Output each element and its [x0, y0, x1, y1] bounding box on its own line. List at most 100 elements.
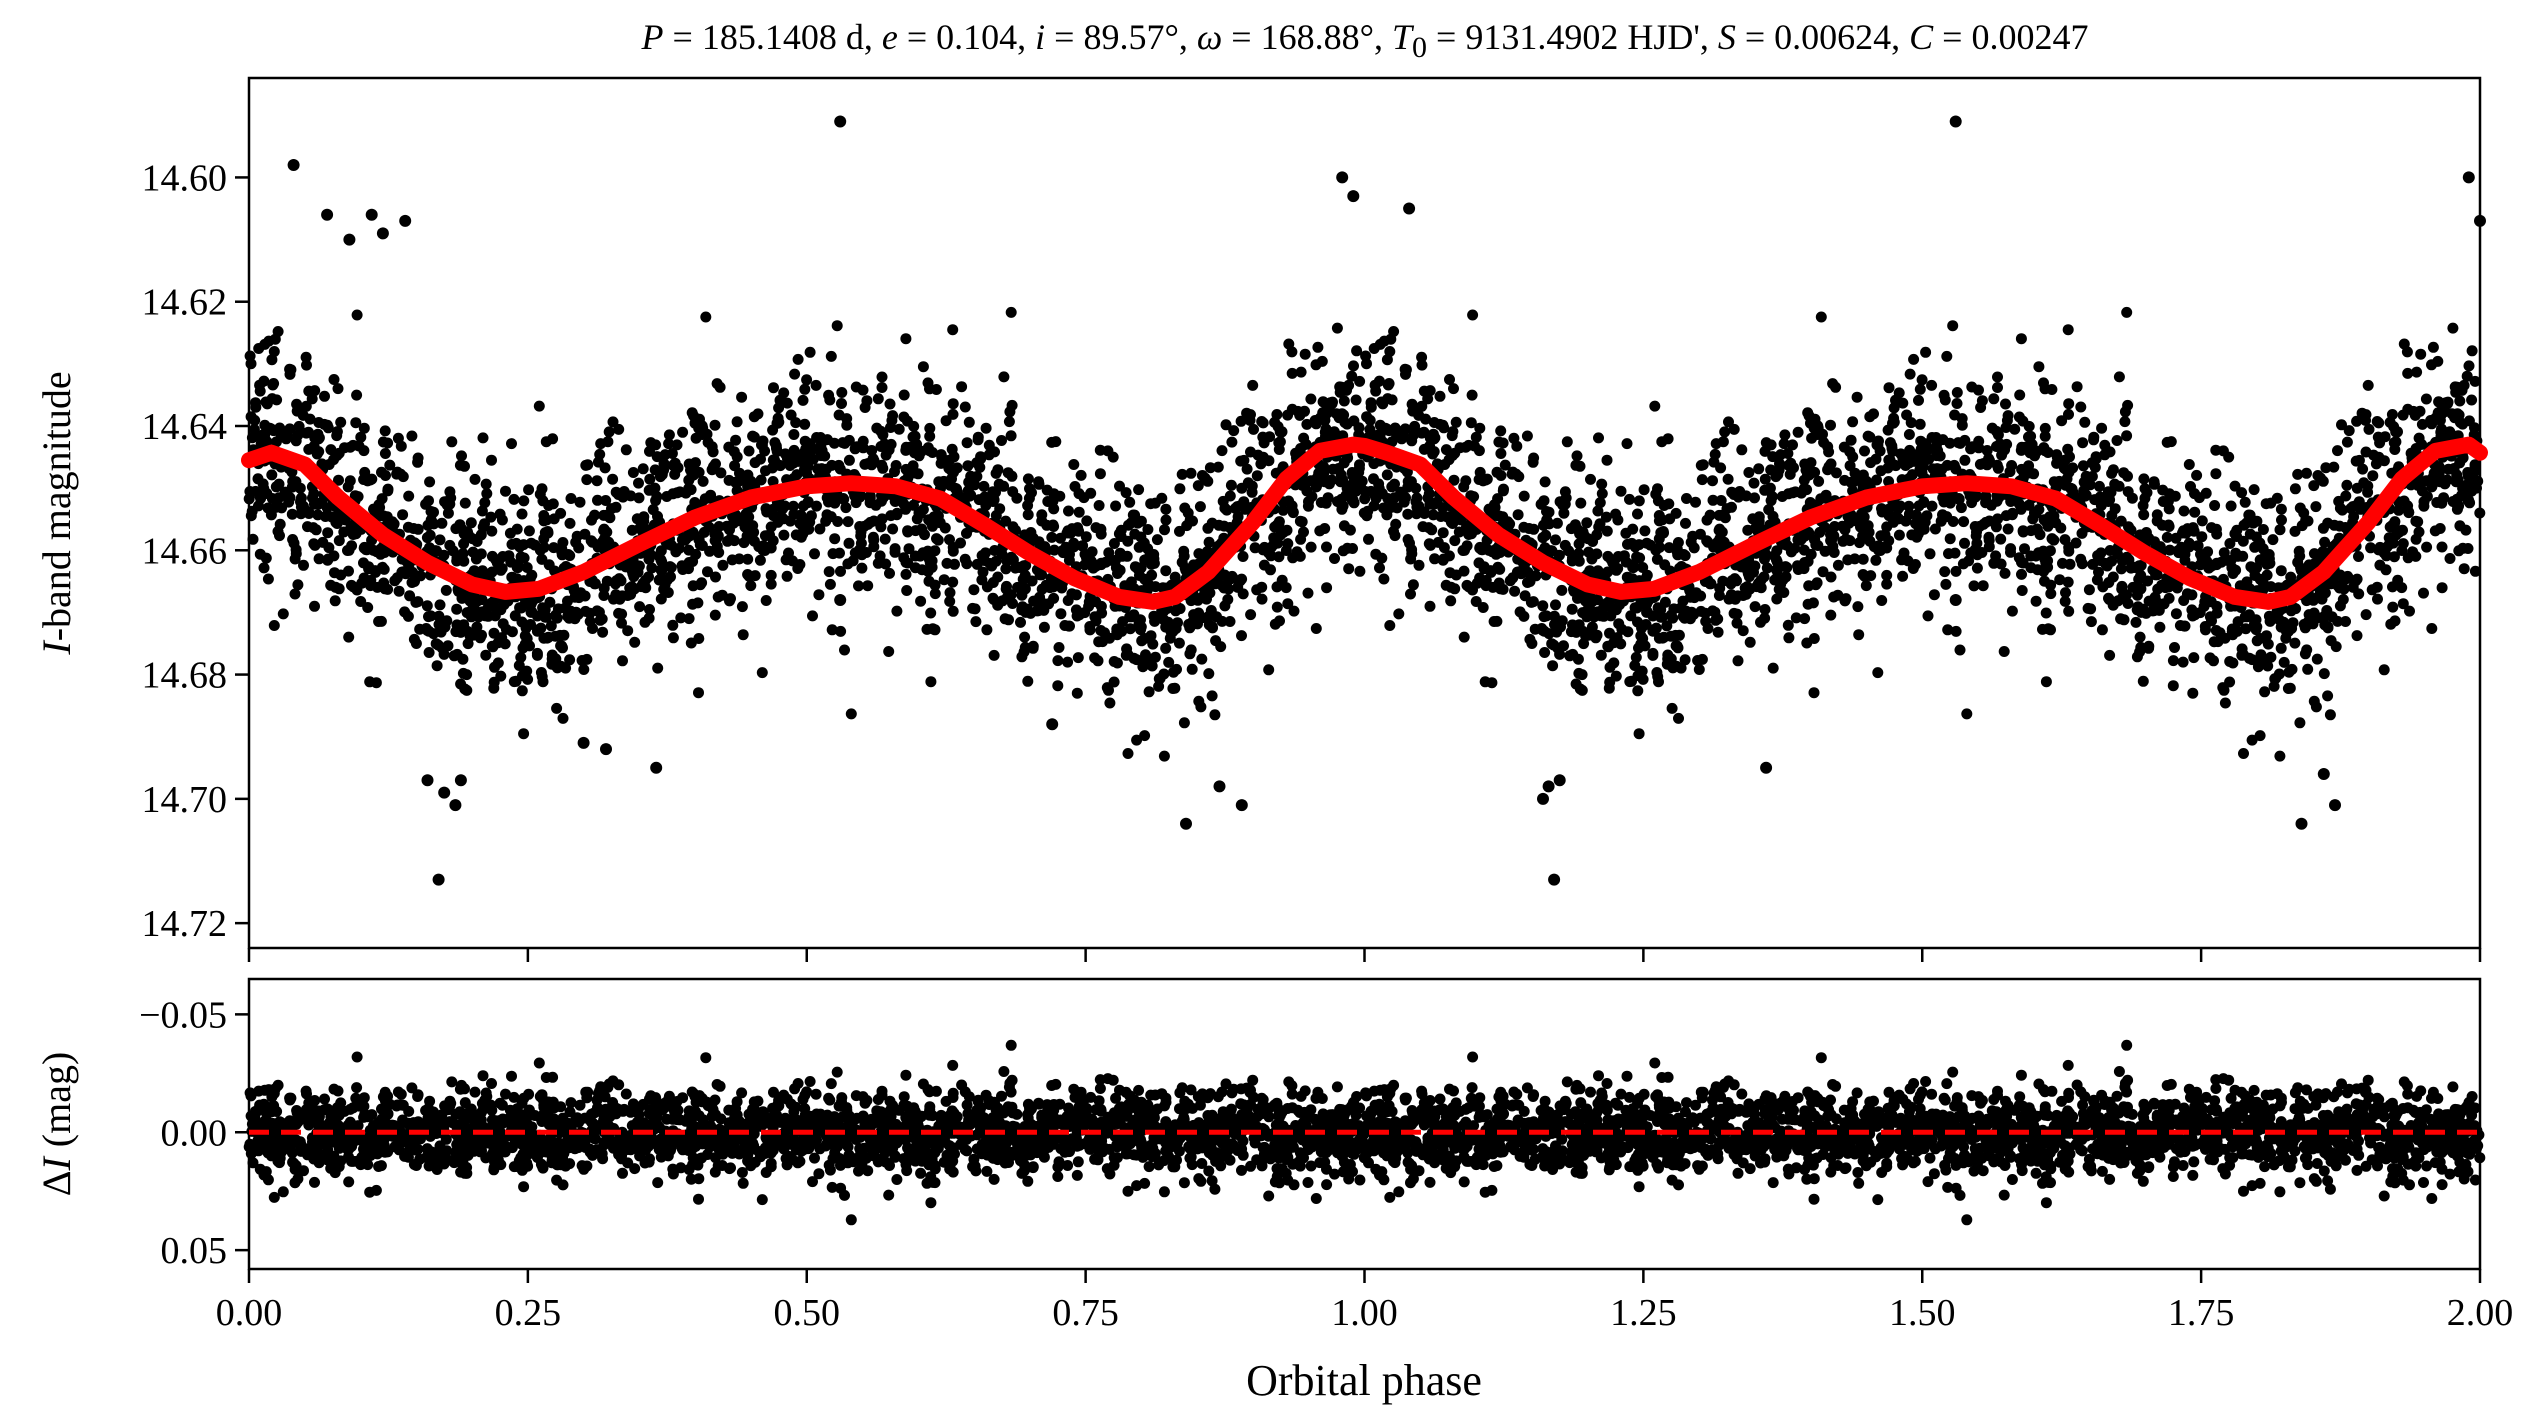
- data-point: [2210, 468, 2222, 480]
- data-point: [2436, 541, 2448, 553]
- data-point: [2163, 488, 2175, 500]
- data-point: [701, 428, 713, 440]
- data-point: [1302, 587, 1314, 599]
- data-point: [2283, 666, 2295, 678]
- data-point: [1851, 391, 1863, 403]
- data-point: [594, 614, 606, 626]
- data-point: [1124, 496, 1136, 508]
- data-point: [440, 584, 452, 596]
- data-point: [771, 417, 783, 429]
- outlier-point: [432, 873, 445, 886]
- data-point: [656, 565, 668, 577]
- data-point: [1887, 417, 1898, 429]
- data-point: [2387, 601, 2399, 613]
- data-point: [2436, 497, 2448, 509]
- data-point: [1697, 459, 1709, 471]
- data-point: [819, 450, 831, 462]
- data-point: [791, 469, 803, 481]
- data-point: [900, 333, 912, 345]
- data-point: [944, 534, 955, 546]
- data-point: [2474, 507, 2486, 519]
- data-point: [2071, 381, 2083, 393]
- data-point: [2418, 587, 2429, 599]
- data-point: [309, 385, 321, 397]
- data-point: [543, 559, 555, 571]
- data-point: [607, 473, 619, 485]
- data-point: [355, 431, 367, 443]
- data-point: [2351, 630, 2363, 642]
- data-point: [820, 463, 832, 475]
- data-point: [1298, 526, 1309, 538]
- data-point: [1652, 602, 1664, 614]
- data-point: [1271, 581, 1283, 593]
- data-point: [1410, 496, 1422, 508]
- outlier-point: [2295, 817, 2308, 830]
- data-point: [1348, 360, 1359, 372]
- data-point: [955, 537, 966, 549]
- data-point: [963, 416, 975, 428]
- outlier-point: [1347, 190, 1360, 203]
- data-point: [855, 441, 867, 452]
- data-point: [289, 588, 301, 600]
- data-point: [1929, 523, 1941, 535]
- data-point: [825, 511, 837, 523]
- data-point: [1108, 538, 1120, 549]
- data-point: [1818, 436, 1830, 448]
- data-point: [1142, 524, 1154, 535]
- data-point: [2005, 546, 2016, 558]
- data-point: [843, 537, 855, 549]
- data-point: [352, 491, 364, 503]
- data-point: [799, 383, 811, 395]
- data-point: [1495, 425, 1507, 437]
- data-point: [1675, 602, 1686, 614]
- data-point: [1474, 466, 1486, 478]
- data-point: [1111, 626, 1123, 638]
- outlier-point: [454, 774, 467, 787]
- data-point: [1523, 523, 1535, 534]
- data-point: [1990, 550, 2002, 562]
- data-point: [2093, 480, 2105, 492]
- data-point: [941, 557, 953, 569]
- data-point: [725, 593, 736, 605]
- data-point: [461, 607, 473, 619]
- data-point: [358, 422, 370, 434]
- data-point: [992, 571, 1004, 583]
- data-point: [690, 457, 701, 469]
- data-point: [1360, 350, 1372, 362]
- data-point: [1071, 687, 1083, 699]
- data-point: [956, 381, 968, 393]
- data-point: [1282, 598, 1294, 610]
- data-point: [471, 536, 483, 547]
- data-point: [1991, 441, 2002, 452]
- title-eccentricity: 0.104: [936, 17, 1018, 57]
- data-point: [1748, 477, 1760, 489]
- data-point: [2134, 646, 2146, 658]
- data-point: [1361, 510, 1373, 522]
- data-point: [2427, 341, 2439, 353]
- data-point: [792, 353, 804, 365]
- data-point: [377, 436, 389, 448]
- data-point: [889, 546, 901, 558]
- data-point: [924, 430, 936, 442]
- data-point: [1749, 492, 1760, 504]
- data-point: [2251, 635, 2263, 647]
- data-point: [1017, 573, 1029, 585]
- data-point: [1463, 581, 1475, 593]
- data-point: [1621, 438, 1633, 450]
- data-point: [693, 687, 704, 699]
- data-point: [1924, 548, 1936, 560]
- data-point: [755, 474, 767, 486]
- data-point: [1574, 683, 1586, 695]
- data-point: [1554, 496, 1566, 508]
- data-point: [922, 377, 934, 389]
- data-point: [2045, 588, 2057, 600]
- data-point: [1354, 375, 1366, 387]
- data-point: [2107, 571, 2119, 583]
- data-point: [1872, 667, 1884, 679]
- data-point: [1015, 616, 1026, 628]
- data-point: [1156, 492, 1168, 504]
- data-point: [358, 445, 370, 457]
- data-point: [1790, 612, 1802, 624]
- data-point: [591, 475, 603, 487]
- data-point: [1547, 660, 1559, 672]
